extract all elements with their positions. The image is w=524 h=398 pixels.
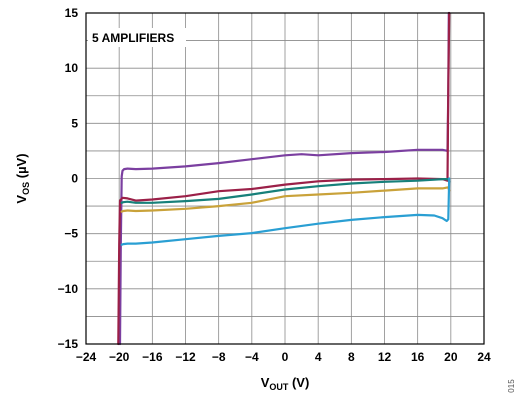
y-tick-label: 0	[71, 172, 78, 186]
series-group	[117, 11, 451, 346]
x-tick-label: 24	[477, 350, 491, 364]
x-tick-labels: −24 −20 −16 −12 −8 −4 0 4 8 12 16 20 24	[76, 350, 491, 364]
x-tick-label: −8	[212, 350, 226, 364]
series-line-1	[118, 11, 450, 346]
x-tick-label: 0	[282, 350, 289, 364]
y-tick-label: −10	[58, 282, 79, 296]
x-tick-label: −4	[245, 350, 259, 364]
x-axis-title-unit: (V)	[288, 375, 309, 390]
x-axis-title: VOUT (V)	[261, 375, 310, 392]
x-tick-label: −12	[175, 350, 196, 364]
y-tick-label: −5	[64, 227, 78, 241]
x-tick-label: 8	[348, 350, 355, 364]
plot-frame	[85, 12, 485, 345]
y-axis-title-unit: (µV)	[14, 153, 29, 181]
series-line-3	[120, 178, 451, 204]
y-tick-label: 15	[65, 6, 79, 20]
annotation: 5 AMPLIFIERS	[92, 31, 174, 45]
y-tick-label: −15	[58, 337, 79, 351]
x-tick-label: 12	[378, 350, 392, 364]
x-tick-label: −20	[109, 350, 130, 364]
y-tick-label: 5	[71, 116, 78, 130]
y-axis-title-main: V	[14, 195, 29, 204]
y-tick-labels: 15 10 5 0 −5 −10 −15	[58, 6, 79, 351]
series-line-5	[120, 177, 451, 246]
y-axis-title: VOS (µV)	[14, 153, 31, 203]
y-axis-title-subscript: OS	[21, 182, 31, 195]
series-line-4	[120, 186, 451, 213]
x-tick-label: 4	[315, 350, 322, 364]
x-tick-label: 16	[411, 350, 425, 364]
x-axis-title-main: V	[261, 375, 270, 390]
x-axis-title-subscript: OUT	[269, 382, 289, 392]
x-tick-label: −16	[142, 350, 163, 364]
annotation-background	[88, 28, 186, 47]
y-tick-label: 10	[65, 61, 79, 75]
x-tick-label: −24	[76, 350, 97, 364]
x-tick-label: 20	[444, 350, 458, 364]
figure-id: 015	[507, 379, 516, 393]
